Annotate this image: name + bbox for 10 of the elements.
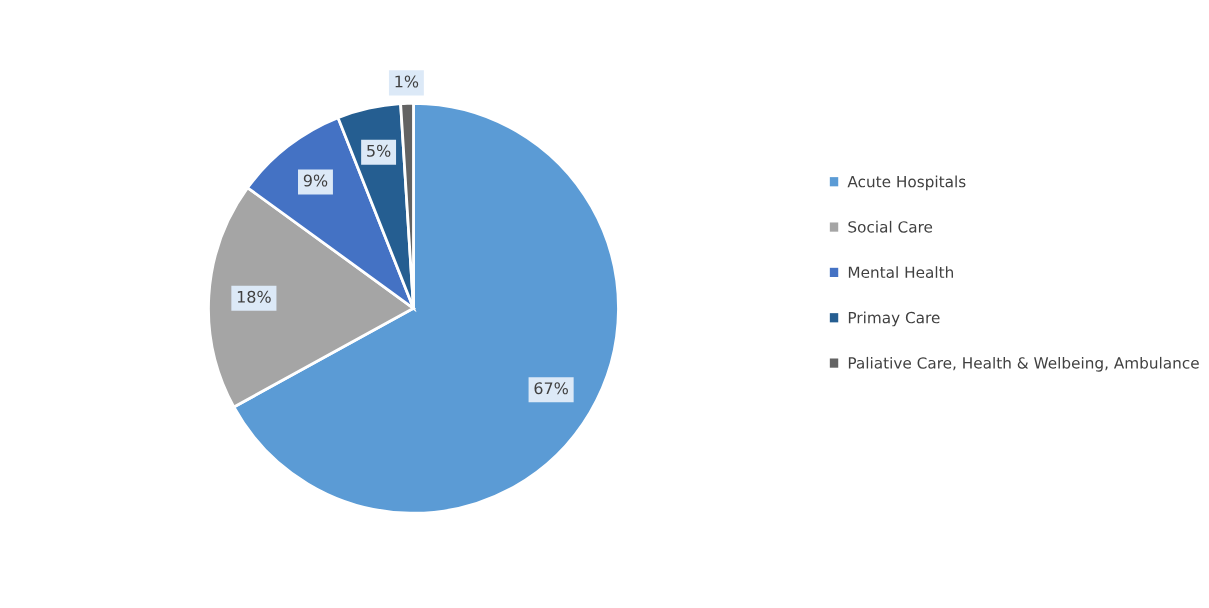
data-label: 67%	[534, 382, 568, 395]
data-label: 5%	[367, 144, 391, 157]
legend-label: Mental Health	[848, 266, 953, 279]
legend-label: Primay Care	[848, 311, 940, 327]
data-label: 1%	[395, 75, 419, 88]
data-label: 9%	[303, 174, 328, 187]
legend-label: Social Care	[848, 220, 933, 233]
data-label: 18%	[237, 290, 271, 303]
legend-label: Paliative Care, Health & Welbeing, Ambulance	[848, 356, 1199, 372]
legend-label: Acute Hospitals	[847, 175, 966, 191]
